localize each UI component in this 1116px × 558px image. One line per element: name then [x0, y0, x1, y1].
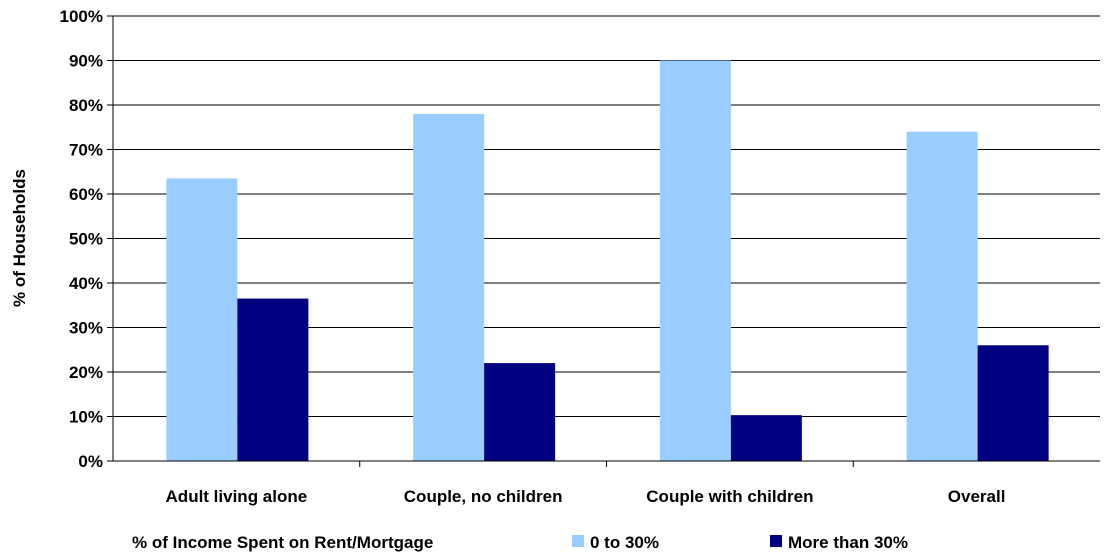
y-tick-label: 60% [69, 185, 103, 204]
y-tick-label: 0% [78, 452, 103, 471]
category-label: Couple with children [646, 487, 813, 506]
y-tick-label: 70% [69, 141, 103, 160]
y-tick-label: 80% [69, 96, 103, 115]
bar-series-1 [413, 113, 485, 462]
legend-title: % of Income Spent on Rent/Mortgage [132, 533, 433, 552]
y-tick-label: 90% [69, 52, 103, 71]
legend-label-0-to-30: 0 to 30% [590, 533, 659, 552]
y-tick-label: 30% [69, 319, 103, 338]
category-labels: Adult living alone Couple, no children Cou… [166, 461, 1006, 506]
y-axis-label: % of Households [10, 169, 29, 307]
y-tick-label: 50% [69, 230, 103, 249]
bar-series-2 [730, 415, 802, 461]
category-label: Overall [948, 487, 1006, 506]
legend-swatch-more-than-30 [770, 535, 782, 547]
bar-series-1 [659, 60, 731, 461]
y-tick-label: 20% [69, 363, 103, 382]
bar-series-2 [484, 363, 556, 461]
bar-series-1 [166, 178, 238, 462]
category-label: Couple, no children [404, 487, 563, 506]
legend-label-more-than-30: More than 30% [788, 533, 908, 552]
bar-series-2 [237, 298, 309, 461]
bars [166, 60, 1049, 462]
y-tick-labels: 0% 10% 20% 30% 40% 50% 60% 70% 80% 90% 100% [60, 7, 113, 471]
category-label: Adult living alone [166, 487, 308, 506]
y-tick-label: 100% [60, 7, 103, 26]
y-tick-label: 40% [69, 274, 103, 293]
bar-series-2 [977, 345, 1049, 461]
legend: % of Income Spent on Rent/Mortgage 0 to … [132, 533, 908, 552]
bar-series-1 [906, 131, 978, 461]
y-tick-label: 10% [69, 408, 103, 427]
legend-swatch-0-to-30 [572, 535, 584, 547]
